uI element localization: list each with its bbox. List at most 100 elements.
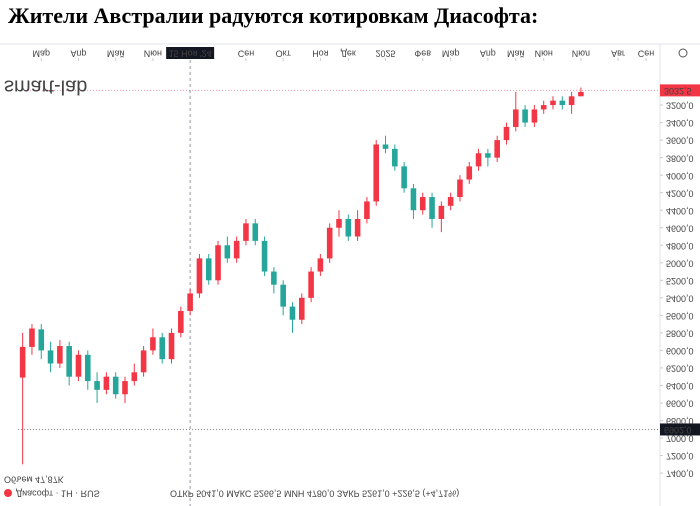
- candle-body: [438, 205, 445, 219]
- candle-body: [503, 126, 510, 141]
- candle-body: [168, 332, 175, 360]
- price-label: 6902,0: [664, 425, 692, 435]
- y-tick-label: 7000,0: [666, 434, 694, 444]
- candle-body: [224, 245, 231, 259]
- ohlc-text: ОТКР 5041,0 МАКС 5266,5 МИН 4780,0 ЗАКР …: [170, 489, 459, 499]
- candle-body: [447, 197, 454, 206]
- candle-body: [475, 153, 482, 167]
- candle-body: [401, 166, 407, 189]
- candle-body: [522, 109, 528, 123]
- y-tick-label: 6800,0: [666, 416, 694, 426]
- y-tick-label: 4000,0: [666, 171, 694, 181]
- x-tick-label: Мар: [32, 49, 50, 59]
- crosshair-box: [166, 47, 215, 59]
- candle-body: [559, 100, 566, 106]
- settings-icon: [678, 48, 688, 58]
- y-tick-label: 5400,0: [666, 293, 694, 303]
- y-tick-label: 3400,0: [666, 118, 694, 128]
- x-tick-label: Май: [107, 49, 125, 59]
- candle-body: [271, 271, 277, 285]
- legend: Диасофт · 1Н · RUS: [16, 489, 100, 499]
- y-tick-label: 5600,0: [666, 311, 694, 321]
- volume-text: Объем 47,87K: [4, 475, 64, 485]
- candle-body: [29, 328, 35, 347]
- candle-body: [205, 258, 212, 281]
- x-tick-label: Окт: [276, 49, 291, 59]
- crosshair-label: 15 Ноя '24: [169, 49, 212, 59]
- y-tick-label: 4200,0: [666, 188, 694, 198]
- candle-body: [308, 271, 314, 298]
- y-tick-label: 7400,0: [666, 469, 694, 479]
- candle-body: [196, 258, 203, 294]
- candle-body: [112, 376, 119, 395]
- candle-body: [252, 223, 259, 241]
- x-tick-label: Май: [507, 49, 525, 59]
- candle-body: [38, 329, 45, 351]
- candle-body: [47, 350, 54, 364]
- y-tick-label: 6000,0: [666, 346, 694, 356]
- candle-body: [150, 337, 156, 351]
- x-tick-label: Июн: [535, 49, 553, 59]
- candle-body: [187, 293, 193, 311]
- candle-body: [298, 297, 305, 320]
- candle-body: [243, 223, 249, 241]
- candle-body: [75, 354, 82, 377]
- y-tick-label: 4400,0: [666, 206, 694, 216]
- y-tick-label: 3200,0: [666, 101, 694, 111]
- x-tick-label: Ноя: [312, 49, 329, 59]
- x-tick-label: Апр: [480, 49, 496, 59]
- candle-body: [345, 218, 352, 237]
- candle-body: [215, 245, 221, 281]
- candle-body: [326, 227, 333, 259]
- candle-body: [122, 381, 128, 395]
- candle-body: [354, 218, 361, 237]
- x-tick-label: Фев: [414, 49, 431, 59]
- x-tick-label: Сен: [638, 49, 655, 59]
- y-tick-label: 7200,0: [666, 451, 694, 461]
- y-tick-label: 6600,0: [666, 399, 694, 409]
- candle-body: [429, 197, 435, 219]
- candle-body: [392, 148, 398, 167]
- candle-body: [66, 346, 72, 377]
- price-label: 3032,5: [664, 86, 692, 96]
- candle-body: [494, 140, 500, 158]
- symbol-icon: [4, 489, 12, 497]
- candle-body: [512, 109, 519, 127]
- candle-body: [103, 376, 110, 390]
- candle-body: [159, 337, 166, 360]
- candle-body: [19, 346, 26, 378]
- x-tick-label: Апр: [71, 49, 87, 59]
- candle-body: [94, 381, 100, 390]
- candle-body: [373, 144, 380, 202]
- x-tick-label: Дек: [341, 49, 356, 59]
- candle-body: [336, 218, 342, 228]
- y-tick-label: 3800,0: [666, 153, 694, 163]
- candle-body: [531, 109, 538, 123]
- candle-body: [140, 350, 147, 373]
- candle-body: [84, 354, 91, 382]
- y-tick-label: 5200,0: [666, 276, 694, 286]
- candle-body: [131, 372, 138, 382]
- y-tick-label: 4800,0: [666, 241, 694, 251]
- candle-body: [233, 240, 240, 259]
- candle-body: [457, 179, 463, 198]
- candle-body: [485, 153, 491, 158]
- candle-body: [568, 96, 575, 106]
- candle-body: [178, 310, 184, 333]
- x-tick-label: Мар: [442, 49, 460, 59]
- y-tick-label: 5800,0: [666, 329, 694, 339]
- x-tick-label: Авг: [611, 49, 626, 59]
- candle-body: [364, 201, 370, 219]
- candle-body: [578, 91, 584, 97]
- x-tick-label: 2025: [376, 49, 396, 59]
- y-tick-label: 6400,0: [666, 381, 694, 391]
- candle-body: [57, 346, 63, 364]
- candle-body: [382, 144, 389, 149]
- candle-body: [317, 258, 324, 272]
- candle-body: [289, 306, 296, 320]
- y-tick-label: 5000,0: [666, 258, 694, 268]
- y-tick-label: 3600,0: [666, 136, 694, 146]
- price-box: [660, 84, 700, 97]
